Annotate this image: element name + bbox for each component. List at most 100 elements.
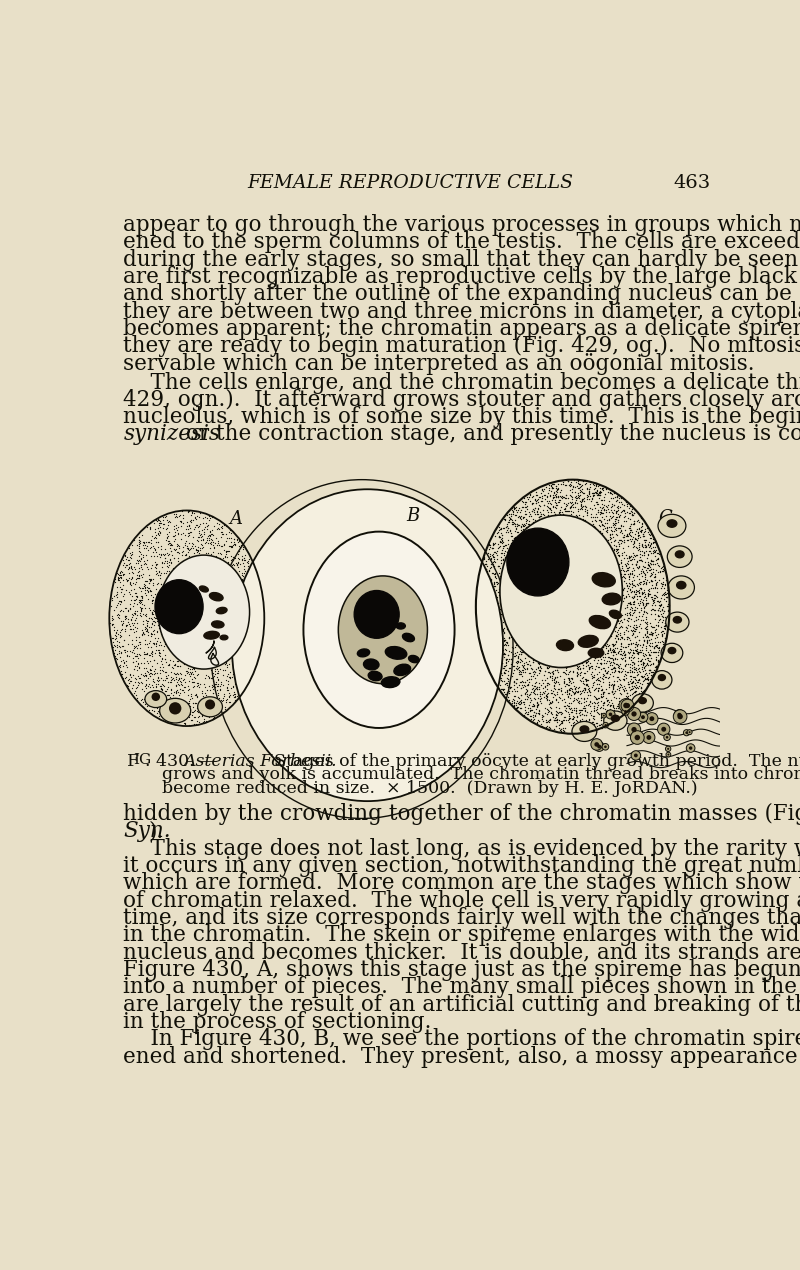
- Point: [599, 715, 612, 735]
- Point: [650, 649, 662, 669]
- Point: [207, 693, 220, 714]
- Text: are first recognizable as reproductive cells by the large black nucleolus,: are first recognizable as reproductive c…: [123, 265, 800, 288]
- Point: [528, 702, 541, 723]
- Point: [597, 638, 610, 658]
- Point: [481, 641, 494, 662]
- Point: [544, 697, 557, 718]
- Point: [482, 605, 495, 625]
- Point: [171, 682, 184, 702]
- Point: [563, 679, 576, 700]
- Point: [610, 536, 622, 556]
- Point: [567, 707, 580, 728]
- Point: [125, 556, 138, 577]
- Point: [655, 588, 668, 608]
- Point: [206, 546, 219, 566]
- Point: [615, 627, 628, 648]
- Point: [614, 629, 626, 649]
- Point: [560, 664, 573, 685]
- Point: [591, 698, 604, 719]
- Point: [638, 611, 651, 631]
- Point: [582, 657, 595, 677]
- Point: [171, 547, 184, 568]
- Point: [529, 504, 542, 525]
- Point: [226, 555, 238, 575]
- Point: [529, 685, 542, 705]
- Point: [130, 638, 143, 658]
- Point: [553, 687, 566, 707]
- Point: [529, 498, 542, 518]
- Point: [179, 664, 192, 685]
- Point: [121, 570, 134, 591]
- Point: [598, 499, 610, 519]
- Point: [158, 676, 171, 696]
- Point: [639, 669, 652, 690]
- Point: [628, 594, 641, 615]
- Point: [650, 573, 662, 593]
- Point: [583, 716, 596, 737]
- Point: [146, 669, 159, 690]
- Point: [495, 658, 508, 678]
- Point: [641, 570, 654, 591]
- Point: [654, 603, 667, 624]
- Point: [522, 650, 535, 671]
- Point: [173, 707, 186, 728]
- Point: [527, 667, 540, 687]
- Point: [171, 710, 184, 730]
- Point: [513, 674, 526, 695]
- Point: [492, 603, 505, 624]
- Point: [530, 504, 543, 525]
- Point: [640, 615, 653, 635]
- Ellipse shape: [212, 621, 224, 627]
- Point: [506, 681, 518, 701]
- Point: [228, 685, 241, 705]
- Point: [494, 519, 507, 540]
- Point: [192, 664, 205, 685]
- Point: [482, 544, 494, 564]
- Point: [492, 563, 505, 583]
- Point: [187, 658, 200, 678]
- Point: [181, 536, 194, 556]
- Point: [633, 602, 646, 622]
- Point: [630, 528, 642, 549]
- Point: [204, 526, 217, 546]
- Point: [515, 685, 528, 705]
- Point: [610, 626, 622, 646]
- Point: [199, 664, 212, 685]
- Point: [220, 541, 233, 561]
- Point: [608, 531, 621, 551]
- Point: [609, 531, 622, 551]
- Point: [474, 560, 486, 580]
- Point: [627, 677, 640, 697]
- Point: [166, 526, 179, 546]
- Point: [500, 653, 513, 673]
- Point: [540, 495, 553, 516]
- Point: [623, 563, 636, 583]
- Point: [215, 516, 228, 536]
- Point: [661, 587, 674, 607]
- Point: [638, 582, 650, 602]
- Point: [220, 547, 233, 568]
- Point: [142, 693, 154, 714]
- Point: [138, 577, 151, 597]
- Point: [527, 664, 540, 685]
- Point: [533, 505, 546, 526]
- Point: [217, 523, 230, 544]
- Point: [655, 599, 668, 620]
- Point: [190, 540, 202, 560]
- Point: [594, 645, 606, 665]
- Point: [636, 561, 649, 582]
- Point: [110, 644, 123, 664]
- Point: [517, 516, 530, 536]
- Point: [580, 652, 593, 672]
- Point: [647, 584, 660, 605]
- Point: [637, 644, 650, 664]
- Point: [538, 681, 551, 701]
- Point: [494, 610, 507, 630]
- Point: [472, 589, 485, 610]
- Point: [224, 686, 237, 706]
- Point: [154, 686, 166, 706]
- Point: [133, 568, 146, 588]
- Point: [149, 540, 162, 560]
- Point: [255, 622, 268, 643]
- Point: [512, 514, 525, 535]
